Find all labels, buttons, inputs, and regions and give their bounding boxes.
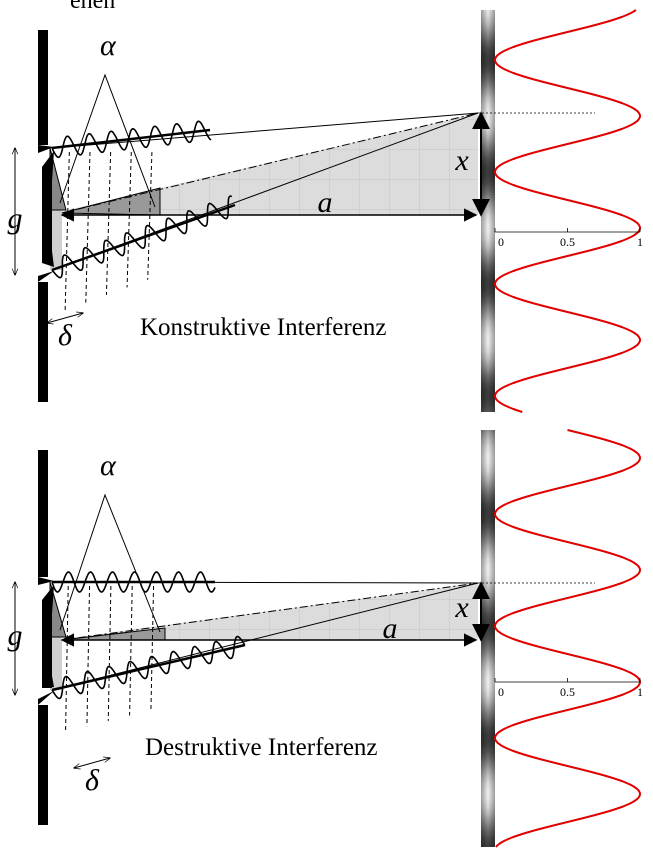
wavefront (150, 585, 155, 711)
g-label: g (8, 619, 23, 652)
wavefront (86, 585, 91, 727)
delta-label: δ (58, 319, 73, 352)
slit-edge (38, 577, 54, 705)
wavefront (129, 585, 133, 716)
slit-edge (38, 145, 54, 282)
wavefront (65, 585, 69, 732)
x-label: x (454, 591, 469, 624)
x-label: x (454, 144, 469, 177)
a-label: a (383, 612, 398, 645)
intensity-tick-label: 0 (498, 685, 504, 699)
center-ray (61, 112, 479, 214)
wave (51, 635, 246, 700)
wavefront (105, 151, 112, 295)
intensity-curve (493, 429, 642, 848)
barrier (38, 450, 48, 577)
intensity-curve (493, 9, 642, 413)
angle-triangle (61, 627, 166, 641)
intensity-tick-label: 0 (498, 235, 504, 249)
caption: Destruktive Interferenz (145, 734, 378, 761)
wavefront (107, 585, 112, 721)
alpha-pointer (59, 493, 161, 633)
delta-label: δ (85, 764, 100, 797)
intensity-tick-label: 1 (637, 235, 643, 249)
wavefront (64, 151, 70, 311)
wavefront (85, 151, 91, 303)
barrier (38, 705, 48, 825)
intensity-tick-label: 0.5 (560, 685, 575, 699)
barrier (38, 282, 48, 402)
wave (51, 120, 212, 159)
wave (51, 195, 233, 279)
g-label: g (8, 202, 23, 235)
a-label: a (318, 186, 333, 219)
screen-shade (481, 430, 495, 847)
wavefront (126, 151, 132, 288)
path-difference-area (55, 583, 478, 640)
intensity-tick-label: 1 (637, 685, 643, 699)
caption: Konstruktive Interferenz (140, 314, 386, 341)
barrier (42, 167, 52, 263)
delta-arrow (74, 758, 110, 768)
screen-shade (481, 10, 495, 412)
delta-arrow (47, 313, 83, 323)
alpha-label: α (100, 449, 117, 482)
alpha-pointer (59, 73, 156, 208)
intensity-tick-label: 0.5 (560, 235, 575, 249)
wavefront (147, 151, 153, 280)
barrier (42, 600, 52, 688)
wave (51, 571, 216, 593)
alpha-label: α (100, 29, 117, 62)
barrier (38, 30, 48, 145)
ray (51, 112, 479, 149)
header-fragment: ehen (70, 0, 115, 14)
